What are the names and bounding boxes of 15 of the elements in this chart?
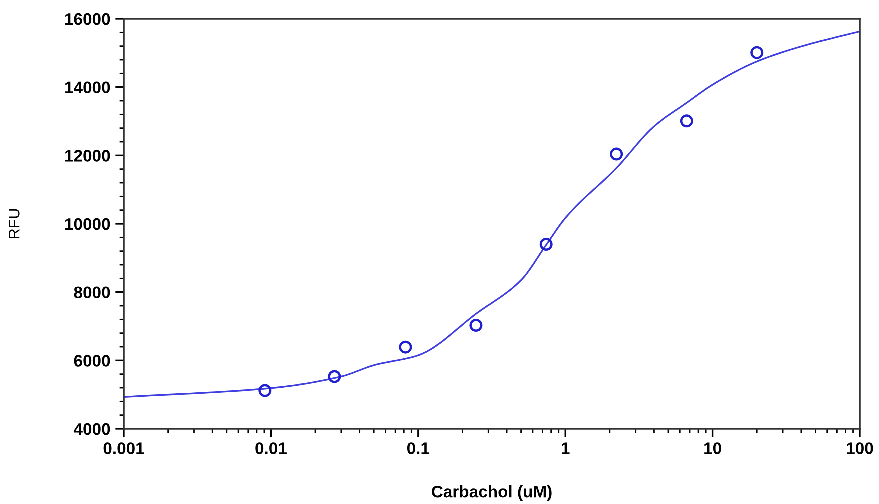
x-tick-label: 0.01: [256, 442, 287, 454]
x-tick-label: 10: [704, 442, 722, 454]
x-tick-label: 0.1: [407, 442, 430, 454]
y-tick-label: 12000: [66, 150, 110, 162]
y-tick-label: 14000: [66, 82, 110, 94]
y-tick-label: 4000: [74, 423, 110, 436]
x-axis-title: Carbachol (uM): [432, 486, 552, 502]
y-axis-title: RFU: [9, 209, 20, 238]
y-tick-label: 8000: [74, 286, 110, 299]
x-tick-label: 1: [562, 442, 570, 454]
y-tick-label: 10000: [66, 218, 110, 230]
y-tick-label: 16000: [66, 13, 110, 26]
y-tick-label: 6000: [74, 355, 110, 367]
x-tick-label: 0.001: [104, 442, 144, 454]
x-tick-label: 100: [847, 442, 874, 454]
